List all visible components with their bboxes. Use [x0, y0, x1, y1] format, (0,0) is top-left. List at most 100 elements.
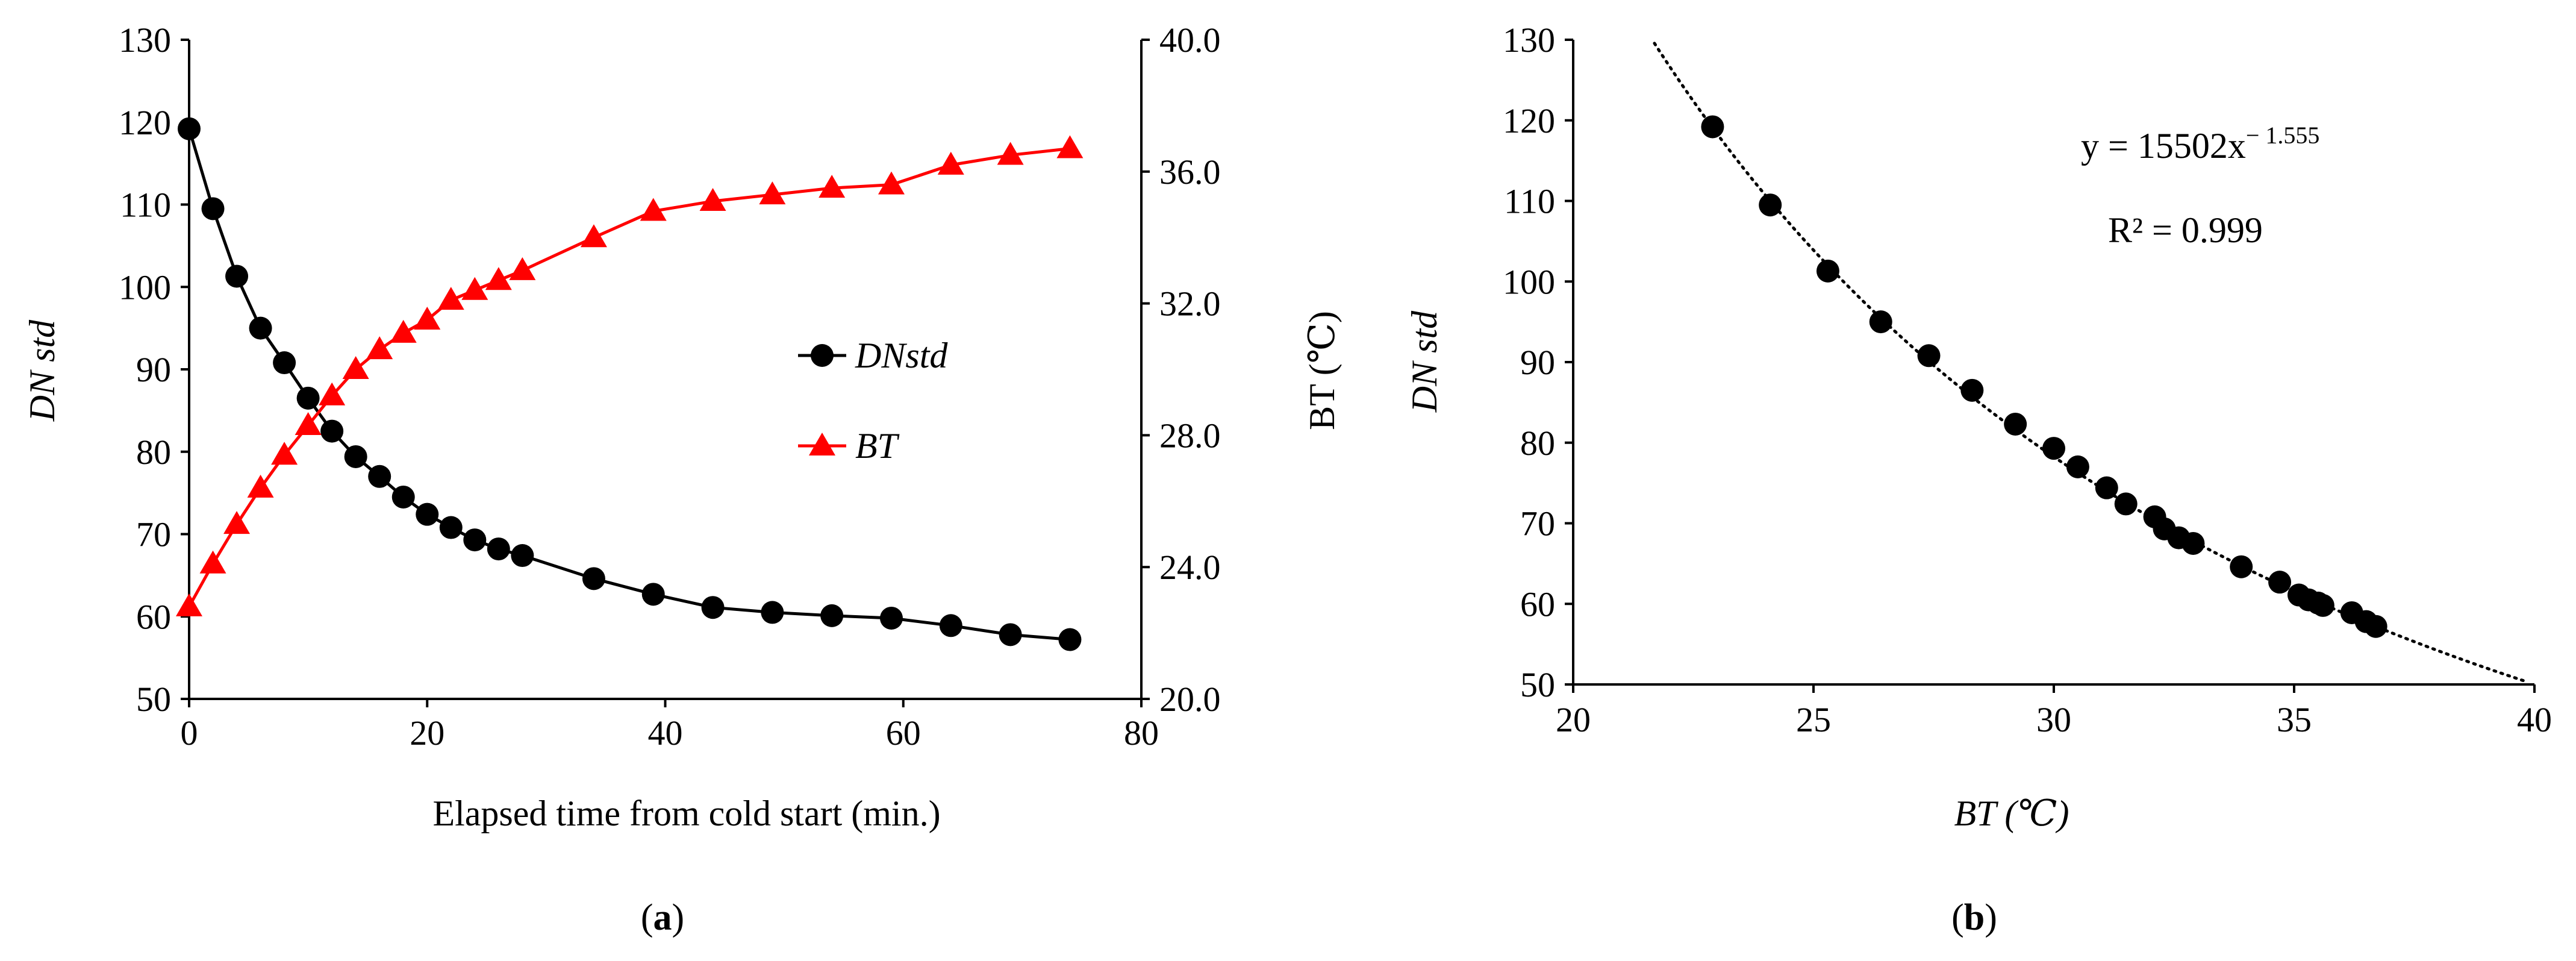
panel-b-y-tick-label: 80	[1520, 424, 1555, 463]
panel-a-point-bt	[390, 319, 417, 343]
panel-a-point-bt	[223, 511, 251, 534]
panel-a-point-dnstd	[879, 606, 903, 630]
panel-a-x-ticks: 0 20 40 60 80	[181, 699, 1159, 753]
panel-b-y-tick-label: 50	[1520, 665, 1555, 704]
panel-a-x-tick-label: 0	[181, 713, 198, 753]
panel-a-y-tick-label-left: 50	[136, 680, 171, 719]
panel-b-equation-exponent: − 1.555	[2246, 122, 2320, 149]
panel-b-point	[1960, 378, 1984, 402]
panel-a-point-bt	[319, 382, 346, 405]
panel-a-y-tick-label-right: 24.0	[1159, 548, 1221, 587]
panel-a-point-dnstd	[201, 197, 225, 221]
panel-a-y-tick-label-right: 28.0	[1159, 416, 1221, 455]
panel-a-point-bt	[1056, 135, 1084, 158]
panel-b-point	[2268, 571, 2292, 594]
panel-a-point-bt	[414, 306, 441, 330]
panel-a-point-bt	[819, 175, 846, 198]
panel-a-point-bt	[247, 474, 274, 498]
panel-b-y-tick-label: 120	[1503, 101, 1555, 140]
panel-a-label: (a)	[641, 897, 684, 938]
panel-a-point-bt	[461, 277, 488, 300]
panel-b-y-tick-label: 70	[1520, 504, 1555, 543]
panel-b-x-tick-label: 20	[1556, 700, 1591, 739]
panel-b-r-squared: R² = 0.999	[2108, 210, 2263, 250]
panel-b-point	[2364, 615, 2387, 638]
panel-b-x-tick-label: 30	[2036, 700, 2071, 739]
panel-a-point-bt	[878, 171, 905, 195]
panel-a-point-dnstd	[999, 623, 1022, 646]
panel-a-series-line-dnstd	[187, 128, 1070, 642]
panel-a-y-tick-label-left: 60	[136, 597, 171, 636]
panel-a-series	[176, 117, 1084, 651]
panel-b-point	[1701, 115, 1724, 139]
panel-b-point	[2066, 455, 2089, 478]
panel-b-y-tick-label: 110	[1504, 182, 1555, 221]
legend-dnstd-label: DNstd	[855, 336, 948, 375]
panel-a-point-dnstd	[761, 601, 784, 624]
panel-a-point-dnstd	[939, 614, 962, 637]
panel-b-equation: y = 15502x− 1.555	[2081, 122, 2319, 166]
panel-a-plot-frame	[188, 40, 1143, 700]
panel-a-y-tick-label-right: 20.0	[1159, 680, 1221, 719]
panel-b-point	[1917, 344, 1941, 368]
panel-a-point-bt	[759, 181, 786, 205]
panel-a-point-dnstd	[487, 537, 510, 561]
legend-bt-marker	[809, 433, 835, 455]
panel-b-point	[2095, 476, 2118, 499]
panel-a-y-tick-label-left: 100	[119, 268, 171, 307]
panel-b-point	[2042, 437, 2065, 460]
panel-b-point	[1869, 310, 1892, 334]
panel-a-y-tick-label-left: 90	[136, 350, 171, 389]
panel-a-point-bt	[366, 336, 393, 360]
panel-a-point-bt	[199, 550, 226, 574]
panel-a-y-tick-label-left: 110	[120, 186, 171, 225]
panel-b-chart: 20 25 30 35 40 50 60 70 80 90 100 110 120 130 BT (℃)…	[1405, 20, 2552, 938]
panel-a-letter: a	[653, 897, 672, 938]
panel-a-y-tick-label-left: 70	[136, 515, 171, 554]
panel-a-point-bt	[295, 412, 322, 435]
panel-b-y-axis-label: DN std	[1405, 310, 1444, 413]
panel-a-legend: DNstd BT	[798, 336, 948, 466]
panel-a-y-tick-label-left: 80	[136, 433, 171, 472]
panel-a-y-tick-label-right: 32.0	[1159, 284, 1221, 324]
panel-a-point-dnstd	[1058, 628, 1082, 651]
panel-b-label: (b)	[1951, 897, 1997, 938]
panel-a-point-dnstd	[225, 265, 249, 288]
panel-a-point-bt	[509, 257, 536, 280]
panel-a-point-bt	[437, 287, 464, 310]
panel-b-letter: b	[1964, 897, 1985, 938]
panel-b-x-tick-label: 40	[2517, 700, 2552, 739]
panel-a-point-dnstd	[701, 596, 725, 619]
panel-a-point-dnstd	[582, 567, 605, 590]
panel-a-point-dnstd	[178, 117, 201, 140]
panel-a-point-dnstd	[249, 316, 272, 340]
panel-a-point-dnstd	[416, 502, 439, 526]
panel-b-point	[2004, 412, 2027, 436]
panel-a-point-bt	[699, 188, 726, 211]
panel-a-point-dnstd	[820, 604, 844, 627]
panel-a-point-dnstd	[641, 583, 665, 606]
panel-b-x-ticks: 20 25 30 35 40	[1556, 684, 2552, 739]
panel-b-y-tick-label: 90	[1520, 343, 1555, 382]
legend-dnstd-marker	[811, 344, 834, 367]
legend-bt-label: BT	[855, 426, 900, 466]
panel-b-y-ticks: 50 60 70 80 90 100 110 120 130	[1503, 20, 1573, 704]
panel-a-point-bt	[342, 356, 369, 379]
panel-a-x-tick-label: 40	[648, 713, 683, 753]
panel-a-x-axis-label: Elapsed time from cold start (min.)	[432, 794, 940, 833]
panel-a-point-dnstd	[320, 419, 344, 443]
panel-b-y-tick-label: 60	[1520, 584, 1555, 624]
panel-a-point-bt	[485, 267, 512, 290]
panel-a-point-dnstd	[511, 544, 534, 568]
panel-a-point-dnstd	[439, 516, 463, 539]
panel-a-point-dnstd	[273, 351, 296, 375]
panel-b-point	[1816, 259, 1839, 283]
panel-a-point-dnstd	[296, 386, 320, 410]
panel-a-y-ticks-right: 20.0 24.0 28.0 32.0 36.0 40.0	[1141, 20, 1221, 719]
panel-a-point-bt	[640, 198, 667, 221]
panel-b-equation-base: y = 15502x	[2081, 126, 2246, 166]
panel-a-y-tick-label-left: 130	[119, 20, 171, 60]
panel-a-series-line-bt	[187, 147, 1070, 608]
panel-a-x-tick-label: 20	[410, 713, 444, 753]
